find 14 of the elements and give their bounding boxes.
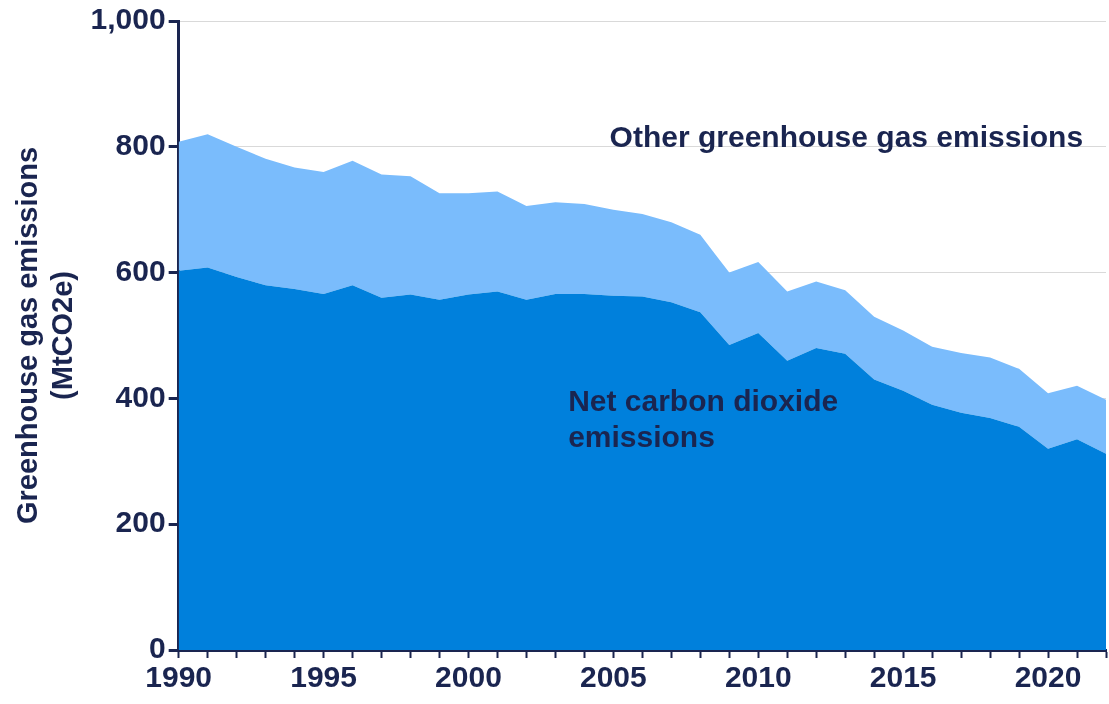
x-tick-label: 2015: [869, 660, 937, 694]
x-tick-label: 2010: [724, 660, 792, 694]
series-label: Net carbon dioxide emissions: [568, 383, 839, 453]
y-axis-title: Greenhouse gas emissions (MtCO2e): [11, 146, 79, 525]
y-tick-label: 1,000: [90, 2, 166, 36]
x-tick-label: 2000: [435, 660, 502, 694]
x-tick-label: 2020: [1014, 660, 1082, 694]
x-tick-label: 2005: [579, 660, 647, 694]
y-tick-label: 800: [115, 128, 166, 162]
y-tick-label: 600: [115, 253, 166, 287]
x-tick-label: 1995: [290, 660, 357, 694]
y-tick-label: 200: [115, 505, 166, 539]
y-tick-label: 400: [115, 379, 166, 413]
series-label: Other greenhouse gas emissions: [609, 119, 1084, 153]
